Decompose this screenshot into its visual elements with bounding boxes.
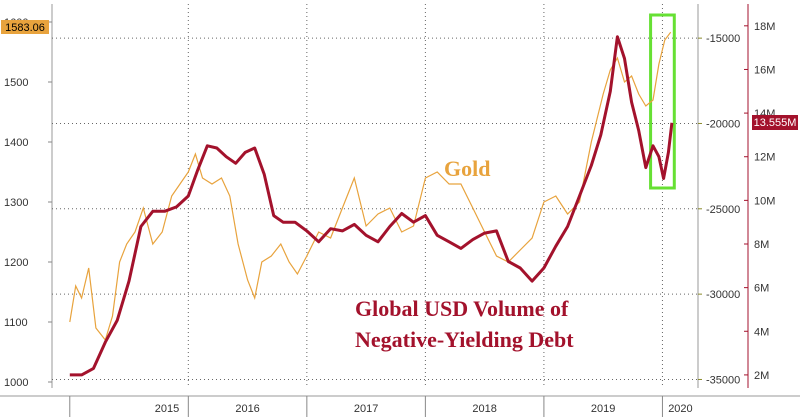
left-tick-label: 1100 (4, 317, 28, 329)
volume-tick-label: 8M (754, 239, 769, 251)
volume-tick-label: 16M (754, 64, 775, 76)
gold-last-value-badge: 1583.06 (1, 20, 49, 34)
x-tick-label: 2019 (591, 403, 615, 415)
series-layer (69, 31, 674, 377)
debt-series-line (69, 35, 674, 377)
debt-tick-label: -30000 (706, 289, 740, 301)
x-tick-label: 2017 (354, 403, 378, 415)
debt-label-line2: Negative-Yielding Debt (355, 327, 574, 352)
debt-tick-label: -20000 (706, 118, 740, 130)
volume-tick-label: 12M (754, 152, 775, 164)
volume-tick-label: 2M (754, 370, 769, 382)
debt-last-value-badge: 13.555M (752, 115, 798, 130)
left-axis: 1000110012001300140015001600 (4, 17, 52, 389)
debt-tick-label: -15000 (706, 33, 740, 45)
volume-tick-label: 10M (754, 195, 775, 207)
debt-label-line1: Global USD Volume of (355, 296, 569, 321)
debt-tick-label: -35000 (706, 374, 740, 386)
gold-series-line (69, 31, 672, 342)
left-tick-label: 1400 (4, 137, 28, 149)
x-tick-label: 2015 (155, 403, 179, 415)
x-tick-label: 2016 (235, 403, 259, 415)
volume-tick-label: 4M (754, 326, 769, 338)
gold-last-value: 1583.06 (5, 22, 45, 34)
x-axis: 2015 2016 2017 2018 2019 2020 (69, 396, 693, 417)
x-tick-label: 2018 (472, 403, 496, 415)
volume-tick-label: 6M (754, 283, 769, 295)
gridlines (0, 4, 800, 397)
gold-label: Gold (444, 156, 490, 181)
left-tick-label: 1300 (4, 197, 28, 209)
x-tick-label: 2020 (668, 403, 692, 415)
left-tick-label: 1500 (4, 77, 28, 89)
debt-badge-bg (752, 115, 798, 130)
right-axis-debt: -35000 -30000 -25000 -20000 -15000 (698, 33, 740, 386)
debt-last-value: 13.555M (754, 117, 797, 129)
left-tick-label: 1200 (4, 257, 28, 269)
volume-tick-label: 18M (754, 21, 775, 33)
left-tick-label: 1000 (4, 377, 28, 389)
debt-tick-label: -25000 (706, 204, 740, 216)
gold-badge-bg (1, 20, 49, 34)
